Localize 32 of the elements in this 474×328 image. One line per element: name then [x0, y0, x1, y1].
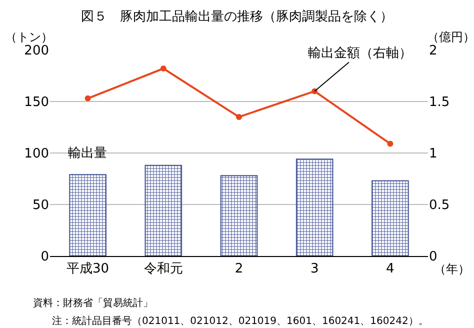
point [387, 140, 394, 147]
y2-tick-label: 2 [429, 44, 438, 59]
text: 資料：財務省「貿易統計」 [33, 297, 153, 309]
bar [69, 174, 106, 256]
x-tick-label: 平成30 [66, 262, 110, 277]
y-tick-label: 100 [24, 146, 49, 162]
y-tick-label: 50 [32, 198, 49, 214]
series-label: 輸出量 [68, 146, 107, 161]
point [160, 66, 166, 72]
x-tick-label: 4 [386, 262, 394, 277]
bar [144, 164, 182, 256]
x-axis-title: （年） [434, 262, 470, 276]
y-tick-label: 150 [24, 95, 49, 110]
bar [296, 158, 334, 256]
bar [220, 175, 258, 256]
bar [372, 180, 409, 256]
y2-tick-label: 0 [429, 250, 438, 265]
y-tick-label: 200 [24, 44, 49, 59]
y2-tick-label: 1 [429, 146, 438, 162]
x-tick-label: 令和元 [144, 262, 183, 277]
y-axis-title: （トン） [5, 30, 53, 44]
point [84, 95, 91, 102]
x-tick-label: 2 [234, 262, 244, 277]
y2-tick-label: 1.5 [429, 95, 450, 110]
text: 注：統計品目番号（021011、021012、021019、1601、160241、160242）。 [52, 315, 428, 327]
point [236, 114, 242, 120]
x-tick-label: 3 [310, 262, 319, 277]
y2-tick-label: 0.5 [429, 198, 450, 214]
chart-title: 図５ 豚肉加工品輸出量の推移（豚肉調製品を除く） [81, 10, 393, 25]
text: 輸出金額（右軸） [308, 46, 412, 61]
y-tick-label: 0 [40, 250, 49, 265]
y2-axis-title: （億円） [427, 30, 474, 44]
